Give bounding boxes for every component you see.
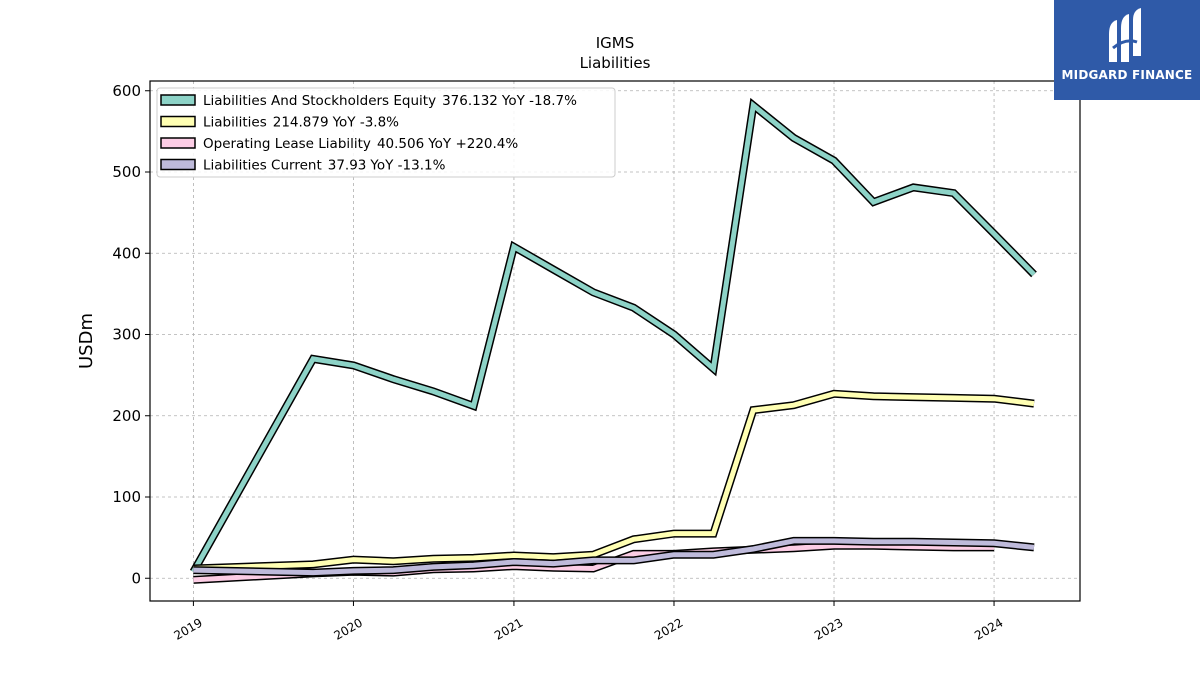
y-axis-label: USDm <box>76 313 97 369</box>
legend-legend-value: 376.132 <box>442 93 498 109</box>
series-0 <box>189 97 1037 574</box>
x-tick-label: 2022 <box>652 615 685 642</box>
legend-name: Liabilities And Stockholders Equity <box>203 93 436 109</box>
midgard-finance-logo: MIDGARD FINANCE <box>1054 0 1200 100</box>
legend-entry: Operating Lease Liability 40.506 YoY +220.… <box>203 136 518 152</box>
legend-entry: Liabilities Current 37.93 YoY -13.1% <box>203 158 446 174</box>
y-tick-label: 500 <box>112 163 141 181</box>
y-tick-label: 200 <box>112 407 141 425</box>
series-line <box>193 538 1035 576</box>
legend-name: Liabilities Current <box>203 158 322 174</box>
series-layer <box>189 97 1037 584</box>
legend-entry: Liabilities 214.879 YoY -3.8% <box>203 115 399 131</box>
legend-legend-yoy: YoY -3.8% <box>332 115 400 131</box>
legend-legend-value: 214.879 <box>273 115 329 131</box>
x-tick-label: 2024 <box>972 615 1005 642</box>
legend-legend-yoy: YoY -13.1% <box>369 158 445 174</box>
x-tick-label: 2023 <box>812 615 845 642</box>
legend: Liabilities And Stockholders Equity 376.1… <box>156 87 616 178</box>
y-tick-label: 0 <box>131 569 141 587</box>
legend-swatch <box>160 158 196 171</box>
plot-frame <box>149 80 1081 602</box>
series-line <box>191 100 1036 574</box>
x-tick-label: 2019 <box>171 615 204 642</box>
legend-swatch <box>160 137 196 149</box>
chart-subtitle: Liabilities <box>580 54 651 72</box>
y-tick-label: 600 <box>112 82 141 100</box>
legend-swatch <box>160 115 196 128</box>
legend-legend-value: 37.93 <box>328 158 367 174</box>
series-line <box>193 391 1035 571</box>
y-tick-label: 100 <box>112 488 141 506</box>
x-tick-label: 2020 <box>331 615 364 642</box>
legend-legend-yoy: YoY +220.4% <box>427 136 518 152</box>
y-tick-label: 400 <box>112 244 141 262</box>
y-tick-label: 300 <box>112 326 141 344</box>
legend-legend-value: 40.506 <box>377 136 424 152</box>
legend-swatch <box>160 94 196 106</box>
logo-text: MIDGARD FINANCE <box>1061 68 1193 82</box>
series-3 <box>193 536 1035 577</box>
chart-title: IGMS <box>596 34 635 52</box>
legend-entry: Liabilities And Stockholders Equity 376.1… <box>203 93 577 109</box>
series-1 <box>193 389 1035 573</box>
legend-name: Operating Lease Liability <box>203 136 371 152</box>
legend-name: Liabilities <box>203 115 267 131</box>
x-tick-label: 2021 <box>492 615 525 642</box>
legend-box <box>156 87 616 178</box>
legend-legend-yoy: YoY -18.7% <box>501 93 577 109</box>
midgard-logo-icon <box>1109 8 1141 62</box>
